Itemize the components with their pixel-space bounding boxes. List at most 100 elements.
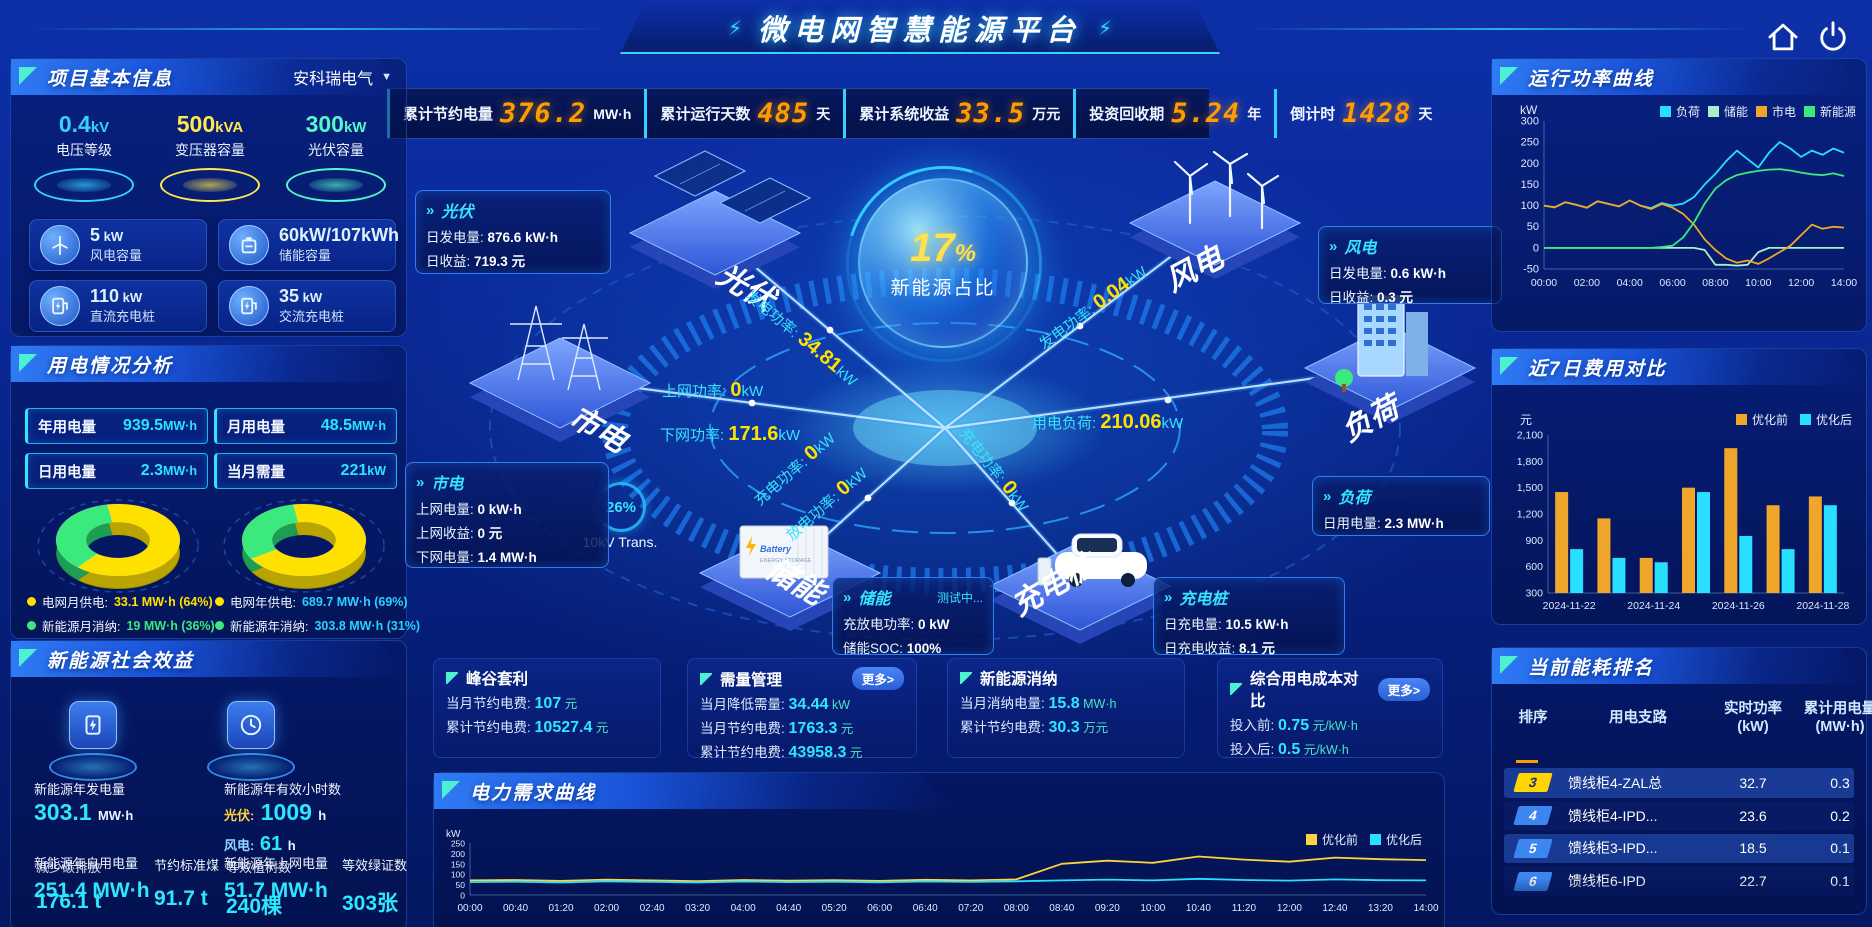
project-info-title: 项目基本信息	[47, 68, 174, 90]
renewable-share-label: 新能源占比	[890, 278, 996, 299]
gen-value-unit: MW·h	[97, 808, 134, 823]
demand-curve-panel: 电力需求曲线 优化前 优化后 kW 250 200 150 100 50 0 00:00 00:…	[433, 772, 1445, 927]
svg-text:2024-11-26: 2024-11-26	[1712, 600, 1765, 612]
wind-turbine-icon	[40, 225, 80, 265]
svg-text:12:00: 12:00	[1277, 903, 1302, 914]
svg-text:250: 250	[451, 839, 465, 849]
rank-col-3: 累计用电量 (MW·h)	[1803, 701, 1872, 736]
legend-swatch-icon	[1735, 414, 1747, 425]
rank-col-2: 实时功率 (kW)	[1724, 701, 1782, 736]
hours-label: 新能源年有效小时数	[224, 782, 342, 797]
svg-text:150: 150	[451, 859, 465, 869]
svg-text:11:20: 11:20	[1232, 903, 1257, 914]
kpi-unit: 天	[1418, 105, 1433, 122]
panel-corner-icon	[1500, 656, 1518, 674]
gen-value: 303.1 MW·h	[34, 799, 133, 826]
svg-text:13:20: 13:20	[1368, 903, 1393, 914]
coal-label: 节约标准煤	[154, 858, 220, 873]
summary-row-item: 累计节约电费: 30.3 万元	[960, 716, 1172, 737]
svg-text:02:00: 02:00	[1574, 277, 1600, 289]
rank-row-6[interactable]: 6 馈线柜6-IPD 22.7 0.1	[1504, 866, 1854, 896]
legend-dot-icon	[215, 597, 224, 606]
cost-compare-header: 近7日费用对比	[1492, 349, 1866, 385]
pedestal-glow	[34, 168, 134, 202]
overlap-right-values: 51.7 MW·h 240棵 303张	[224, 879, 404, 919]
legend-swatch-icon	[1803, 106, 1815, 117]
pv-daily-income: 日收益: 719.3 元	[426, 254, 526, 269]
kpi-value: 33.5	[956, 98, 1026, 129]
rank-table-body: 3 馈线柜4-ZAL总 32.7 0.3 4 馈线柜4-IPD... 23.6 0.2 5 馈线柜…	[1504, 768, 1854, 896]
summary-row-item: 投入后: 0.5 元/kW·h	[1230, 738, 1430, 759]
pedestal-value: 0.4kV	[58, 111, 110, 137]
more-button[interactable]: 更多>	[1377, 677, 1430, 701]
legend-item-新能源: 新能源	[1803, 103, 1856, 120]
battery-container-art: Battery ENERGY STORAGE	[739, 525, 829, 579]
legend-dot-icon	[215, 621, 224, 630]
usage-analysis-title: 用电情况分析	[47, 355, 174, 377]
feedin-power-flow: 上网功率: 0kW	[662, 379, 764, 401]
rank-col-0: 排序	[1518, 710, 1548, 727]
pedestal-0: 0.4kV 电压等级	[21, 111, 147, 202]
svg-text:10:40: 10:40	[1186, 903, 1211, 914]
pedestal-glow	[286, 168, 386, 202]
pv-box-title: 光伏	[441, 204, 474, 221]
legend-value: 303.8 MW·h (31%)	[314, 618, 421, 633]
svg-text:04:00: 04:00	[1617, 277, 1643, 289]
summary-panel-2: 新能源消纳 当月消纳电量: 15.8 MW·h 累计节约电费: 30.3 万元	[947, 658, 1185, 758]
kpi-label: 投资回收期	[1089, 106, 1165, 123]
kpi-cell-0: 累计节约电量 376.2 MW·h	[387, 89, 644, 138]
pedestal-glow	[207, 753, 295, 781]
rank-energy: 0.1	[1830, 873, 1850, 890]
rank-power: 32.7	[1739, 774, 1767, 791]
summary-row-item: 当月消纳电量: 15.8 MW·h	[960, 692, 1172, 713]
rank-row-3[interactable]: 3 馈线柜4-ZAL总 32.7 0.3	[1504, 768, 1854, 798]
company-select[interactable]: 安科瑞电气 ▼	[293, 65, 392, 89]
legend-value: 19 MW·h (36%)	[126, 618, 215, 633]
co2-value: 176.1 t	[36, 890, 102, 913]
pv-hours-label: 光伏:	[224, 808, 255, 823]
kpi-unit: 天	[816, 105, 831, 122]
co2-label: 减少碳排放	[36, 860, 102, 875]
capacity-card-1: 60kW/107kWh 储能容量	[218, 219, 399, 271]
kpi-bar: 累计节约电量 376.2 MW·h 累计运行天数 485 天累计系统收益 33.5 万元 投资回…	[387, 88, 1432, 139]
svg-text:04:40: 04:40	[776, 903, 801, 914]
rank-row-4[interactable]: 4 馈线柜4-IPD... 23.6 0.2	[1504, 800, 1854, 831]
wind-turbines-art	[1173, 150, 1280, 230]
gen-label: 新能源年发电量	[34, 782, 126, 797]
legend-dot-icon	[27, 597, 36, 606]
feedin-value: 51.7 MW·h	[224, 879, 328, 902]
run-power-y-unit: kW	[1520, 103, 1538, 117]
power-button[interactable]	[1814, 18, 1852, 56]
summary-row-item: 累计节约电费: 43958.3 元	[700, 741, 904, 762]
svg-text:08:00: 08:00	[1004, 903, 1029, 914]
load-power-flow: 用电负荷: 210.06kW	[1032, 411, 1184, 433]
summary-panel-1: 需量管理 更多> 当月降低需量: 34.44 kW 当月节约电费: 1763.3 元累…	[687, 658, 917, 761]
usage-analysis-header: 用电情况分析	[11, 346, 406, 382]
svg-text:1,800: 1,800	[1517, 456, 1543, 468]
grid-draw-energy: 下网电量: 1.4 MW·h	[416, 550, 537, 565]
storage-box-title: 储能	[858, 591, 891, 608]
kpi-cell-1: 累计运行天数 485 天	[644, 89, 843, 138]
renewable-share-percent: 17%	[910, 226, 976, 270]
pedestal-glow	[160, 168, 260, 202]
summary-row-item: 投入前: 0.75 元/kW·h	[1230, 714, 1430, 735]
summary-corner-icon	[960, 672, 972, 684]
legend-label: 新能源月消纳:	[42, 620, 121, 634]
kpi-value: 1428	[1342, 98, 1412, 129]
storage-status-badge: 测试中...	[936, 590, 983, 605]
rank-row-5[interactable]: 5 馈线柜3-IPD... 18.5 0.1	[1504, 833, 1854, 864]
renewable-share-sphere: 17% 新能源占比	[858, 178, 1028, 348]
more-button[interactable]: 更多>	[851, 667, 904, 690]
generation-icon	[69, 701, 117, 749]
kpi-value: 485	[757, 98, 810, 129]
kpi-label: 累计系统收益	[859, 106, 950, 123]
usage-legend-0: 电网月供电: 33.1 MW·h (64%)	[27, 592, 213, 611]
charger-daily-income: 日充电收益: 8.1 元	[1164, 641, 1276, 656]
card-value: 5 kW	[90, 224, 124, 245]
home-button[interactable]	[1764, 18, 1802, 56]
rank-branch: 馈线柜3-IPD...	[1568, 840, 1658, 857]
wind-hours-unit: h	[287, 838, 296, 853]
card-label: 风电容量	[90, 248, 143, 264]
drawdown-power-flow: 下网功率: 171.6kW	[660, 423, 801, 445]
legend-dot-icon	[27, 621, 36, 630]
